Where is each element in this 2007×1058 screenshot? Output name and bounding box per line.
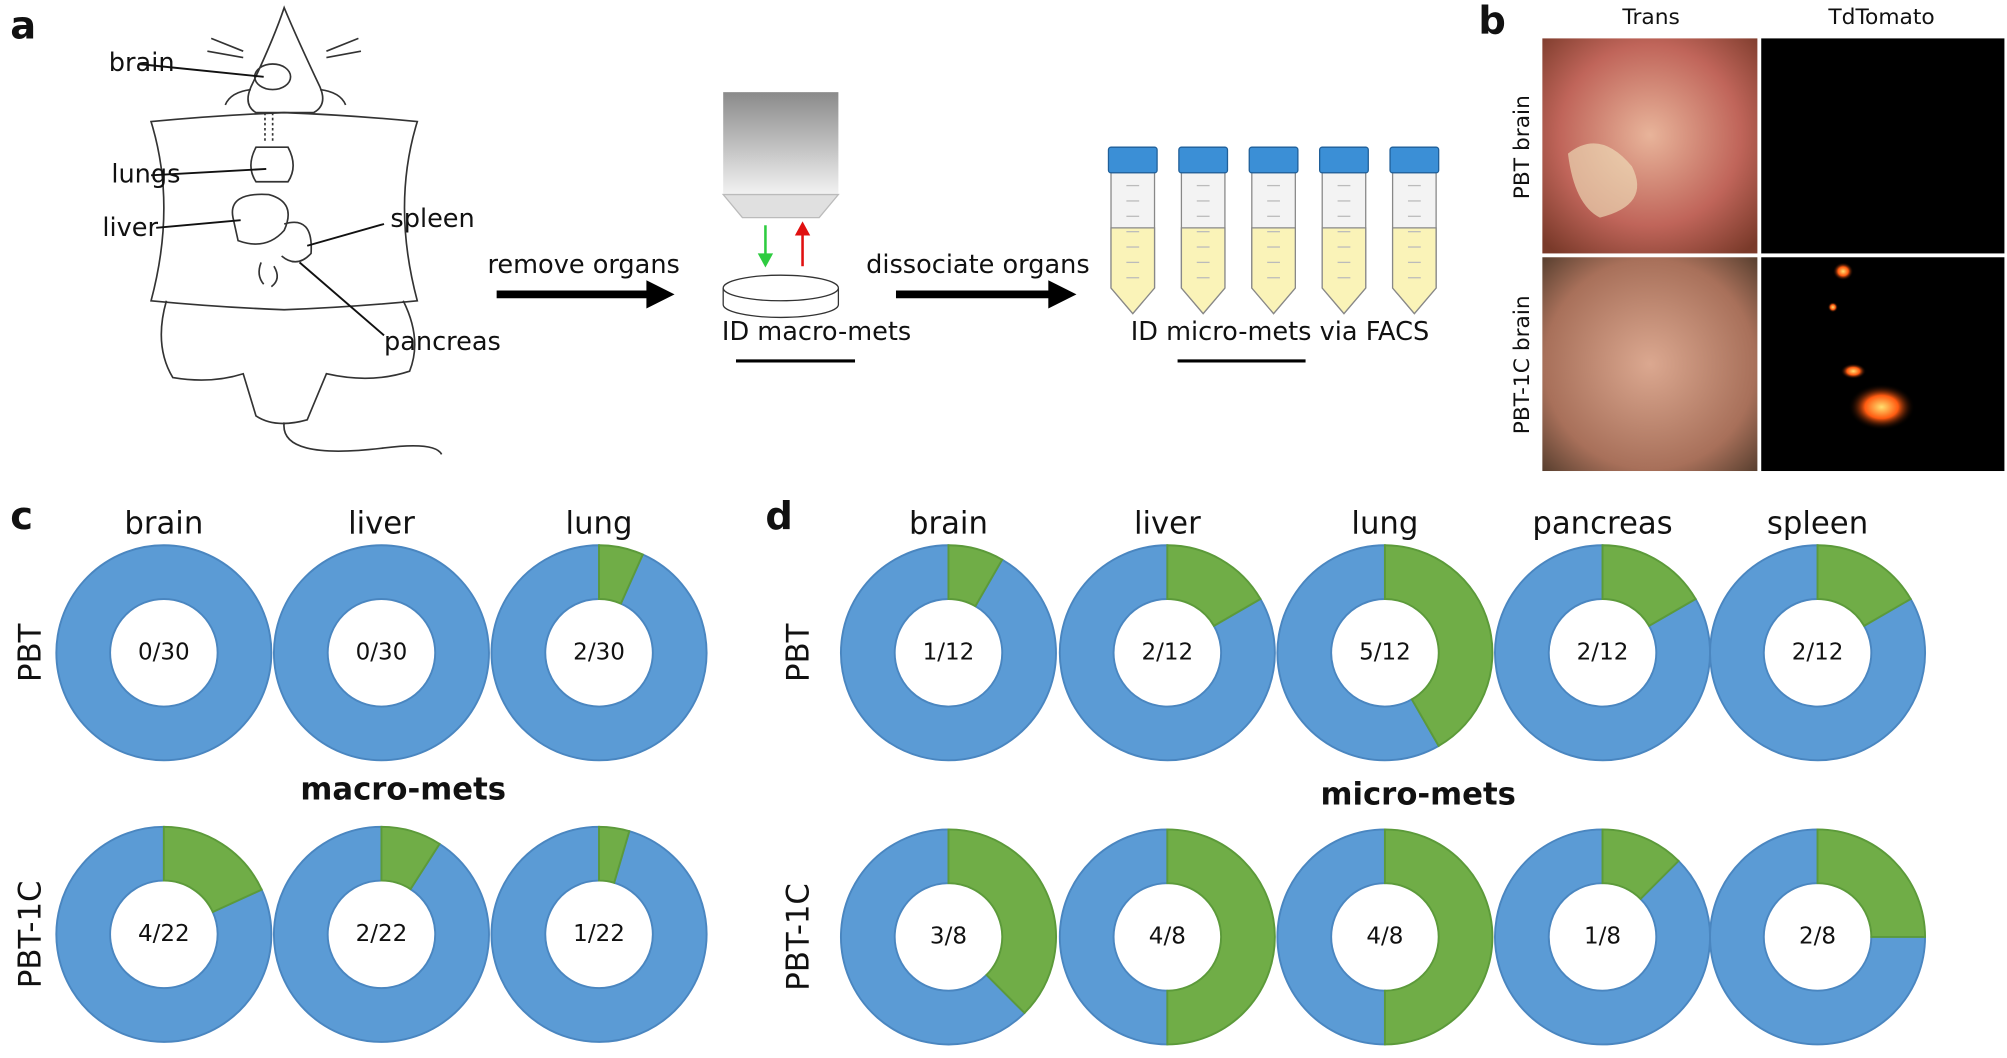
- row-label: PBT-1C brain: [1510, 295, 1535, 434]
- positive-slice: [598, 544, 645, 605]
- column-label: TdTomato: [1827, 5, 1934, 30]
- positive-slice: [1383, 828, 1494, 1046]
- column-label: brain: [909, 505, 988, 541]
- process-arrow: [496, 280, 1077, 309]
- organ-label: liver: [102, 213, 158, 243]
- chart-title: micro-mets: [1320, 777, 1515, 813]
- positive-slice: [1166, 544, 1262, 628]
- positive-slice: [1383, 544, 1494, 748]
- row-label: PBT-1C: [780, 883, 816, 991]
- negative-slice: [1494, 828, 1711, 1046]
- slice-label: 3/8: [930, 923, 967, 949]
- positive-slice: [947, 544, 1004, 608]
- positive-slice: [598, 825, 631, 884]
- column-label: liver: [1134, 505, 1201, 541]
- slice-label: 4/8: [1366, 923, 1403, 949]
- slice-label: 0/30: [356, 639, 408, 665]
- negative-slice: [1058, 544, 1276, 762]
- positive-slice: [1601, 544, 1697, 628]
- positive-slice: [1816, 544, 1912, 628]
- organ-label: brain: [109, 48, 175, 78]
- caption-suffix: via FACS: [1320, 317, 1430, 347]
- tube-cap: [1248, 146, 1299, 174]
- slice-label: 4/8: [1149, 923, 1186, 949]
- positive-slice: [380, 825, 441, 891]
- caption-prefix: ID: [1131, 317, 1158, 347]
- tube-liquid: [1110, 227, 1156, 315]
- column-label: Trans: [1621, 5, 1679, 30]
- negative-slice: [55, 544, 273, 762]
- caption-term: macro-mets: [757, 317, 911, 347]
- tube-cap: [1319, 146, 1369, 174]
- negative-slice: [272, 544, 490, 762]
- negative-slice: [1709, 544, 1926, 762]
- slice-label: 2/12: [1792, 639, 1844, 665]
- slice-label: 5/12: [1359, 639, 1411, 665]
- row-label: PBT: [13, 623, 49, 682]
- positive-slice: [1816, 828, 1927, 938]
- negative-slice: [1276, 828, 1386, 1046]
- mouse-schematic: [149, 5, 443, 455]
- slice-label: 2/30: [573, 639, 625, 665]
- caption-prefix: ID: [722, 317, 749, 347]
- slice-label: 2/12: [1577, 639, 1629, 665]
- positive-slice: [947, 828, 1057, 1015]
- row-label: PBT-1C: [13, 881, 49, 989]
- negative-slice: [1276, 544, 1440, 762]
- tube-cap: [1389, 146, 1440, 174]
- panel-label: d: [765, 494, 792, 539]
- slice-label: 0/30: [138, 639, 190, 665]
- column-label: pancreas: [1532, 505, 1672, 541]
- micrographs: [1542, 38, 2005, 472]
- slice-label: 1/12: [923, 639, 975, 665]
- column-label: spleen: [1767, 505, 1868, 541]
- slice-label: 2/8: [1799, 923, 1836, 949]
- column-label: lung: [566, 505, 633, 541]
- positive-slice: [1601, 828, 1680, 901]
- slice-label: 1/22: [573, 921, 625, 947]
- organ-label: lungs: [111, 159, 180, 189]
- panel-label: b: [1478, 0, 1505, 44]
- positive-slice: [1166, 828, 1276, 1046]
- negative-slice: [55, 825, 273, 1043]
- negative-slice: [1494, 544, 1711, 762]
- panel-label: c: [10, 494, 33, 539]
- slice-label: 4/22: [138, 921, 190, 947]
- slice-label: 1/8: [1584, 923, 1621, 949]
- tube-liquid: [1251, 227, 1296, 315]
- tube-cap: [1107, 146, 1158, 174]
- negative-slice: [1058, 828, 1169, 1046]
- tube-liquid: [1180, 227, 1226, 315]
- tube-cap: [1178, 146, 1229, 174]
- tubes: [1107, 146, 1440, 315]
- step-label: remove organs: [487, 250, 679, 280]
- tube-liquid: [1391, 227, 1437, 315]
- row-label: PBT brain: [1510, 95, 1535, 199]
- negative-slice: [840, 544, 1057, 762]
- negative-slice: [490, 544, 708, 762]
- slice-label: 2/12: [1141, 639, 1193, 665]
- caption: ID micro-mets via FACS: [1131, 317, 1430, 347]
- tube-liquid: [1321, 227, 1367, 315]
- organ-label: pancreas: [384, 327, 501, 357]
- negative-slice: [1709, 828, 1927, 1046]
- step-label: dissociate organs: [866, 250, 1090, 280]
- caption: ID macro-mets: [722, 317, 911, 347]
- negative-slice: [490, 825, 708, 1043]
- organ-label: spleen: [390, 204, 474, 234]
- column-label: lung: [1351, 505, 1418, 541]
- organ-leaders: [138, 63, 385, 337]
- row-label: PBT: [780, 623, 816, 682]
- negative-slice: [272, 825, 490, 1043]
- microscope: [721, 92, 840, 319]
- positive-slice: [162, 825, 263, 914]
- negative-slice: [840, 828, 1026, 1046]
- slice-label: 2/22: [356, 921, 408, 947]
- chart-title: macro-mets: [300, 772, 506, 808]
- column-label: liver: [348, 505, 415, 541]
- caption-term: micro-mets: [1166, 317, 1311, 347]
- column-label: brain: [124, 505, 203, 541]
- panel-label: a: [10, 4, 36, 49]
